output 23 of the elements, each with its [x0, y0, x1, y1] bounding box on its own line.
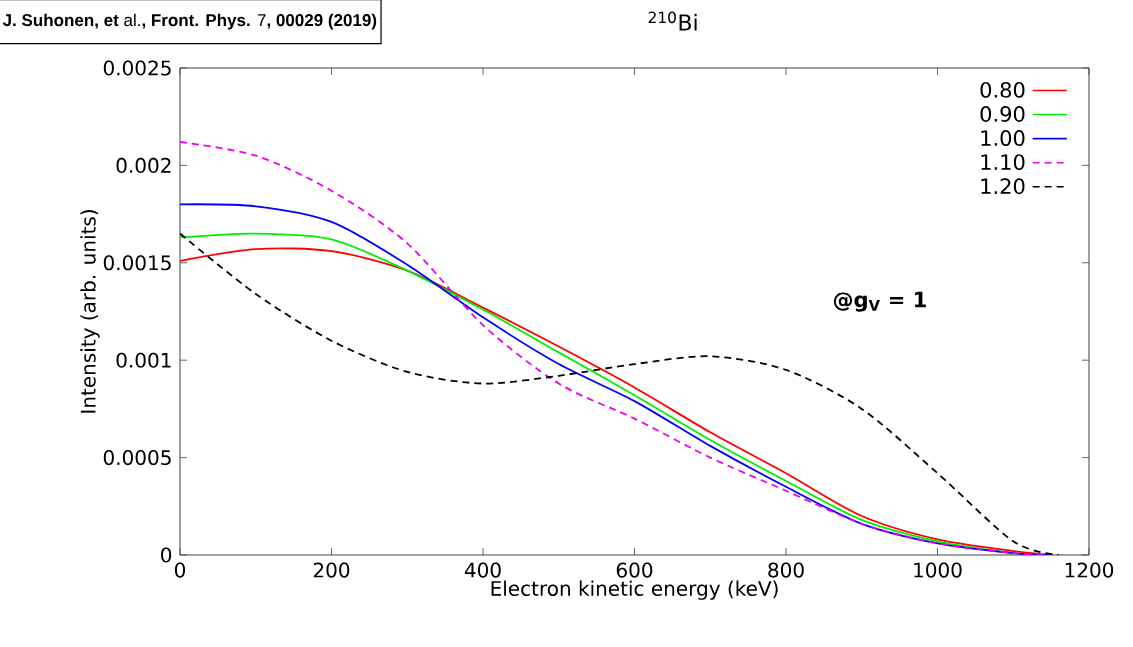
legend-label: 0.90	[980, 106, 1025, 122]
x-axis-title: Electron kinetic energy (keV)	[491, 580, 778, 600]
chart-title: $^{210}$Bi	[648, 11, 697, 31]
legend-label: 1.20	[981, 178, 1025, 195]
y-tick-label: 0	[161, 547, 172, 563]
y-axis-title: Intensity (arb. units)	[80, 210, 100, 413]
text: @g$_{V}$ = 1	[833, 291, 926, 312]
y-tick-label: 0.0025	[103, 60, 171, 76]
legend-label: 1.10	[981, 154, 1025, 171]
x-tick-label: 1200	[1065, 562, 1114, 578]
legend-label: 0.80	[980, 81, 1025, 98]
x-tick-label: 0	[174, 562, 186, 578]
y-tick-label: 0.0005	[103, 450, 171, 466]
x-tick-label: 200	[313, 562, 350, 578]
x-tick-label: 600	[616, 562, 653, 578]
y-tick-label: 0.001	[116, 352, 171, 368]
x-tick-label: 1000	[914, 562, 962, 578]
y-tick-label: 0.002	[116, 157, 171, 173]
legend-label: 1.00	[981, 130, 1025, 146]
text: J. Suhonen, et al., Front. Phys. 7, 00029 (2019)	[2, 13, 377, 30]
x-tick-label: 400	[464, 562, 501, 578]
x-tick-label: 800	[768, 562, 804, 578]
y-tick-label: 0.0015	[103, 255, 171, 271]
